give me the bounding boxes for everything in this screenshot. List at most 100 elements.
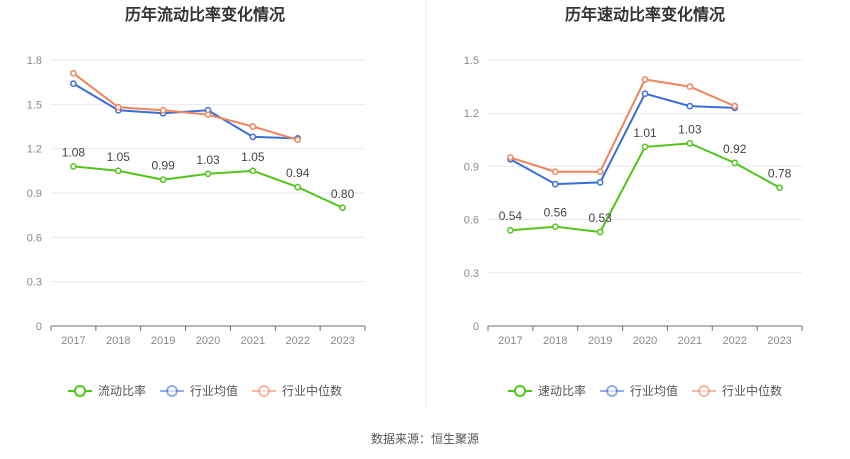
legend-marker-icon [258,385,270,397]
legend-item: 行业中位数 [252,383,342,398]
data-point [551,223,559,231]
legend-marker-icon [166,385,178,397]
data-point [596,228,604,236]
y-tick-label: 0.3 [464,268,479,280]
legend-label: 行业均值 [630,383,678,398]
data-label: 0.54 [499,209,523,223]
data-point [159,106,167,114]
y-tick-label: 0.6 [27,232,42,244]
x-tick-label: 2022 [722,335,746,347]
x-tick-label: 2018 [106,335,130,347]
data-label: 0.99 [151,159,175,173]
y-tick-label: 0.9 [27,188,42,200]
y-tick-label: 1.2 [464,108,479,120]
data-point [114,167,122,175]
data-point [507,226,514,234]
data-point [641,90,649,98]
data-point [294,136,302,144]
data-point [641,76,649,83]
legend-item: 速动比率 [508,383,586,398]
data-label: 1.03 [678,122,702,136]
data-label: 1.05 [241,150,265,164]
legend-marker-icon [606,385,618,397]
data-point [686,83,694,90]
data-point [204,111,212,119]
y-tick-label: 1.5 [464,55,479,67]
data-label: 1.03 [196,153,220,167]
data-label: 0.94 [286,166,310,180]
data-point [507,154,514,161]
x-tick-label: 2021 [678,335,702,347]
data-point [249,167,257,175]
legend-label: 行业中位数 [282,383,342,398]
data-point [249,123,257,130]
series-line [509,92,735,186]
data-point [204,170,212,178]
y-tick-label: 0 [36,321,42,333]
data-point [731,102,739,110]
legend-label: 流动比率 [98,383,146,398]
data-point [294,183,302,191]
x-tick-label: 2023 [767,335,791,347]
data-point [551,180,559,188]
data-point [641,143,649,151]
data-label: 0.56 [544,206,568,220]
y-tick-label: 1.2 [27,144,42,156]
data-label: 0.78 [768,167,792,181]
legend-label: 行业中位数 [722,383,782,398]
data-point [249,133,257,141]
legend-item: 行业均值 [600,383,678,398]
data-point [686,102,694,110]
y-tick-label: 0.3 [27,277,42,289]
data-label: 1.01 [633,126,657,140]
chart-title: 历年流动比率变化情况 [125,5,285,24]
x-tick-label: 2021 [241,335,265,347]
data-point [686,139,694,147]
x-tick-label: 2018 [543,335,567,347]
chart-panel-2: 历年速动比率变化情况 0 0.3 0.6 0.9 1.2 1.5 2017 2018 2019 20… [464,5,803,398]
data-label: 1.08 [62,145,86,159]
data-point [114,103,122,111]
x-tick-label: 2017 [61,335,85,347]
data-point [731,159,739,167]
x-tick-label: 2023 [330,335,354,347]
x-tick-label: 2017 [498,335,522,347]
legend-item: 行业均值 [160,383,238,398]
legend-marker-icon [74,385,86,397]
x-tick-label: 2020 [633,335,657,347]
chart-title: 历年速动比率变化情况 [565,5,725,24]
x-tick-label: 2019 [588,335,612,347]
legend-marker-icon [514,385,526,397]
data-label: 0.92 [723,142,747,156]
series-line [510,78,736,173]
data-label: 0.80 [331,187,355,201]
data-point [70,80,77,87]
data-point [70,163,77,170]
data-point [339,204,346,212]
legend-label: 速动比率 [538,383,586,398]
chart-panel-1: 历年流动比率变化情况 0 0.3 0.6 0.9 1.2 1.5 1.8 2017 2018 201… [27,5,366,398]
legend-item: 行业中位数 [692,383,782,398]
y-tick-label: 1.5 [27,99,42,111]
y-tick-label: 0.9 [464,161,479,173]
y-tick-label: 0.6 [464,215,479,227]
data-point [70,69,77,77]
data-label: 1.05 [107,150,131,164]
data-point [596,179,604,186]
data-point [159,176,167,184]
x-tick-label: 2020 [196,335,220,347]
data-point [596,168,604,176]
y-tick-label: 0 [473,321,479,333]
series-line [72,72,298,141]
x-tick-label: 2022 [285,335,309,347]
data-point [776,184,783,192]
data-label: 0.53 [588,211,612,225]
legend-label: 行业均值 [190,383,238,398]
legend-marker-icon [698,385,710,397]
x-tick-label: 2019 [151,335,175,347]
data-point [551,168,559,176]
data-source-note: 数据来源：恒生聚源 [370,432,479,446]
y-tick-label: 1.8 [27,55,42,67]
legend-item: 流动比率 [68,383,146,398]
